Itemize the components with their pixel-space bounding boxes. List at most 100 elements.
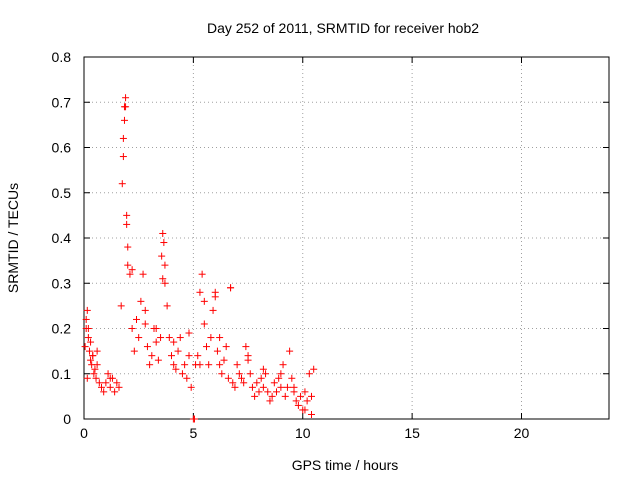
data-point — [216, 361, 224, 369]
data-point — [211, 293, 219, 301]
data-point — [310, 365, 318, 373]
data-point — [227, 284, 235, 292]
data-point — [117, 302, 125, 310]
data-point — [209, 306, 217, 314]
y-axis-label: SRMTID / TECUs — [5, 183, 21, 293]
data-point — [95, 379, 103, 387]
data-point — [119, 134, 127, 142]
chart-title: Day 252 of 2011, SRMTID for receiver hob… — [207, 20, 479, 36]
data-point — [297, 392, 305, 400]
data-point — [281, 392, 289, 400]
data-point — [181, 361, 189, 369]
data-point — [168, 352, 175, 360]
data-point — [294, 401, 302, 409]
data-point — [242, 343, 250, 351]
data-point — [141, 320, 149, 328]
data-point — [305, 370, 313, 378]
axis-ticks — [83, 56, 609, 420]
x-tick-labels: 0 5 10 15 20 — [80, 425, 529, 441]
data-point — [104, 370, 112, 378]
data-point — [176, 334, 184, 342]
data-point — [123, 211, 131, 219]
data-point — [85, 347, 93, 355]
data-point — [81, 343, 89, 351]
data-point — [128, 325, 136, 332]
data-point — [303, 397, 311, 405]
data-point — [141, 306, 149, 314]
data-point — [246, 370, 254, 378]
data-point — [92, 374, 100, 382]
data-point — [159, 229, 167, 237]
data-point — [255, 388, 263, 396]
data-point — [292, 397, 300, 405]
data-point — [98, 383, 105, 391]
data-point — [238, 374, 245, 382]
data-point — [161, 279, 169, 287]
data-point — [231, 383, 239, 391]
data-point — [240, 379, 248, 387]
data-point — [160, 239, 168, 247]
data-point — [119, 153, 127, 161]
data-point — [159, 275, 167, 283]
data-point — [133, 315, 140, 323]
data-point — [233, 361, 241, 369]
x-tick-label: 10 — [295, 425, 311, 441]
data-point — [187, 383, 195, 391]
data-point — [157, 334, 165, 342]
y-tick-label: 0 — [63, 411, 71, 427]
data-point — [308, 410, 315, 418]
data-point — [170, 338, 178, 346]
data-point — [118, 180, 126, 188]
data-point — [124, 243, 132, 251]
data-point — [102, 379, 110, 387]
data-point — [229, 379, 237, 387]
y-tick-label: 0.1 — [52, 366, 72, 382]
data-point — [82, 315, 90, 323]
y-tick-label: 0.5 — [52, 185, 72, 201]
data-point — [84, 334, 92, 342]
data-point — [111, 388, 119, 396]
data-point — [122, 94, 130, 102]
data-point — [161, 261, 169, 269]
data-point — [172, 365, 180, 373]
data-point — [259, 365, 267, 373]
data-point — [264, 388, 272, 396]
data-point — [178, 370, 186, 378]
data-point — [253, 379, 261, 387]
y-tick-label: 0.2 — [52, 321, 72, 337]
data-points — [81, 94, 318, 423]
data-point — [163, 302, 171, 310]
data-point — [200, 320, 208, 328]
data-point — [190, 415, 198, 423]
data-point — [216, 334, 224, 342]
data-point — [128, 266, 136, 274]
data-point — [273, 388, 280, 396]
data-point — [124, 261, 132, 269]
data-point — [279, 361, 287, 369]
data-point — [244, 356, 252, 364]
data-point — [137, 297, 145, 305]
data-point — [87, 338, 95, 346]
data-point — [146, 361, 154, 369]
data-point — [100, 388, 108, 396]
x-tick-label: 15 — [404, 425, 420, 441]
x-tick-label: 20 — [514, 425, 530, 441]
data-point — [277, 370, 285, 378]
data-point — [213, 347, 221, 355]
data-point — [196, 361, 204, 369]
data-point — [148, 352, 156, 360]
data-point — [257, 374, 265, 382]
data-point — [185, 352, 193, 360]
y-tick-label: 0.4 — [52, 230, 72, 246]
data-point — [248, 383, 256, 391]
data-point — [152, 325, 160, 332]
x-tick-label: 0 — [80, 425, 88, 441]
data-point — [262, 370, 270, 378]
data-point — [222, 343, 230, 351]
y-tick-label: 0.3 — [52, 275, 72, 291]
data-point — [122, 103, 130, 111]
data-point — [83, 306, 91, 314]
grid-lines — [84, 57, 609, 419]
data-point — [194, 352, 202, 360]
